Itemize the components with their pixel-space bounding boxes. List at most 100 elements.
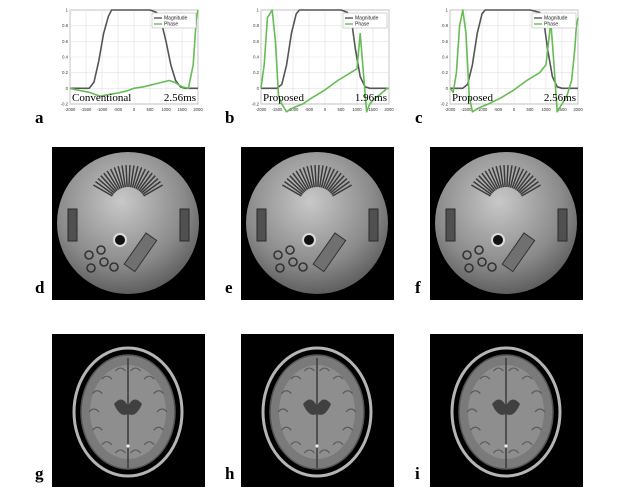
phantom-spoke [320, 166, 328, 188]
y-tick-label: 0 [257, 86, 260, 91]
phantom-spoke [113, 167, 123, 189]
legend-label: Phase [164, 22, 178, 28]
phantom-small-ring [464, 263, 474, 273]
phantom-small-ring [273, 250, 283, 260]
phantom-small-ring [99, 257, 109, 267]
phantom-spoke [324, 168, 336, 190]
phantom-spoke [513, 168, 525, 190]
phantom-spoke [521, 184, 542, 197]
phantom-small-ring [109, 262, 119, 272]
phantom-spoke [133, 167, 143, 189]
phantom-spoke [331, 181, 350, 196]
phantom-spoke [328, 175, 345, 193]
phantom-spoke [281, 184, 302, 197]
y-tick-label: 0.2 [62, 70, 68, 75]
phantom-spoke [135, 168, 147, 190]
phantom-spoke [298, 168, 310, 190]
duration-label: 1.96ms [355, 92, 387, 104]
phantom-spoke [314, 165, 317, 188]
gyrus [280, 390, 292, 395]
skull-outline [450, 346, 562, 478]
x-tick-label: 1000 [541, 107, 551, 112]
y-tick-label: 0.4 [442, 55, 448, 60]
y-tick-label: 1 [66, 8, 69, 13]
phantom-spoke [131, 166, 139, 188]
brain-image-h [241, 334, 394, 487]
duration-label: 2.56ms [544, 92, 576, 104]
gyrus [114, 367, 126, 372]
gyrus [130, 449, 142, 454]
gyrus [280, 426, 292, 431]
x-tick-label: 1500 [557, 107, 567, 112]
plot-a-svg: -2000 -1500 -1000 -500 0 500 1000 1500 2000 -0.2 0… [61, 8, 204, 113]
phantom-small-ring [86, 263, 96, 273]
phantom-spoke [317, 165, 320, 188]
gyrus [531, 426, 543, 431]
phantom-spoke [142, 181, 161, 196]
phantom-image-d [52, 147, 205, 300]
x-tick-label: -1000 [97, 107, 108, 112]
phantom-spoke [139, 175, 156, 193]
plot-b: -2000 -1500 -1000 -500 0 500 1000 1500 2000 -0.2 0… [251, 6, 394, 118]
x-tick-label: 1500 [368, 107, 378, 112]
phantom-spoke [95, 181, 114, 196]
phantom-angled-block [123, 232, 158, 273]
phantom-spoke [503, 165, 506, 188]
series-line-phase [449, 9, 579, 113]
skull-outline [261, 346, 373, 478]
phantom-spoke [329, 177, 348, 194]
bright-spot [315, 444, 319, 448]
brain-svg-i [450, 346, 562, 478]
ventricles [114, 399, 142, 415]
plot-c: -2000 -1500 -1000 -500 0 500 1000 1500 2000 -0.2 0… [440, 6, 583, 118]
phantom-small-ring [96, 245, 106, 255]
legend-label: Magnitude [164, 16, 188, 22]
gyrus [319, 367, 331, 372]
phantom-spoke [475, 177, 494, 194]
brain-svg-h [261, 346, 373, 478]
legend-box [151, 12, 197, 29]
gyrus [91, 426, 103, 431]
phantom-spoke [495, 166, 503, 188]
gyrus [531, 390, 543, 395]
y-tick-label: 0.8 [442, 23, 448, 28]
bright-spot [504, 444, 508, 448]
skull-outline [72, 346, 184, 478]
gyrus [492, 449, 504, 454]
gyrus [101, 375, 113, 380]
y-tick-label: 0.2 [442, 70, 448, 75]
phantom-spoke [506, 165, 509, 188]
gyrus [153, 390, 165, 395]
gyrus [479, 441, 491, 446]
y-tick-label: 0.6 [62, 39, 68, 44]
x-tick-label: 1000 [161, 107, 171, 112]
phantom-spoke [481, 172, 496, 192]
phantom-spoke [516, 172, 531, 192]
x-tick-label: 500 [338, 107, 346, 112]
phantom-spoke [499, 165, 505, 188]
gyrus [277, 408, 289, 413]
phantom-spoke [109, 168, 121, 190]
phantom-spoke [332, 184, 353, 197]
phantom-disk [57, 152, 199, 294]
bright-spot [126, 444, 130, 448]
gyrus [143, 441, 155, 446]
y-tick-label: -0.2 [61, 102, 69, 107]
plot-a: -2000 -1500 -1000 -500 0 500 1000 1500 2000 -0.2 0… [60, 6, 204, 118]
gyrus [153, 426, 165, 431]
legend-label: Phase [355, 22, 369, 28]
phantom-spoke [327, 172, 342, 192]
gyrus [88, 408, 100, 413]
series-line-magnitude [450, 9, 578, 90]
phantom-left-bar [445, 208, 456, 242]
phantom-spoke [302, 167, 312, 189]
panel-label-i: i [415, 464, 420, 483]
x-tick-label: 0 [513, 107, 516, 112]
method-label: Proposed [263, 92, 304, 104]
gyrus [521, 375, 533, 380]
gyrus [114, 449, 126, 454]
phantom-small-ring [288, 257, 298, 267]
phantom-small-ring [275, 263, 285, 273]
gyrus [319, 449, 331, 454]
phantom-spoke [292, 172, 307, 192]
